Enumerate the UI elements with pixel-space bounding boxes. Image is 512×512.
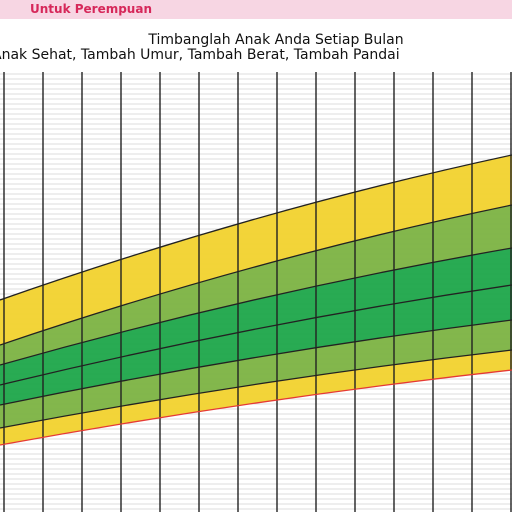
chart-title: Timbanglah Anak Anda Setiap Bulan: [148, 32, 404, 48]
curves: [0, 154, 512, 446]
curve: [0, 247, 512, 366]
band: [0, 320, 512, 428]
curve: [0, 284, 512, 386]
major-grid: [3, 72, 512, 512]
band: [0, 155, 512, 345]
header-bar: Untuk Perempuan: [0, 0, 512, 19]
bands: [0, 155, 512, 445]
curve: [0, 319, 512, 406]
band: [0, 205, 512, 365]
band: [0, 350, 512, 445]
band: [0, 285, 512, 405]
header-title: Untuk Perempuan: [30, 2, 152, 16]
curve: [0, 369, 512, 446]
band: [0, 248, 512, 385]
chart-subtitle: Anak Sehat, Tambah Umur, Tambah Berat, T…: [0, 47, 400, 63]
curve: [0, 349, 512, 429]
curve: [0, 154, 512, 301]
curve: [0, 204, 512, 346]
